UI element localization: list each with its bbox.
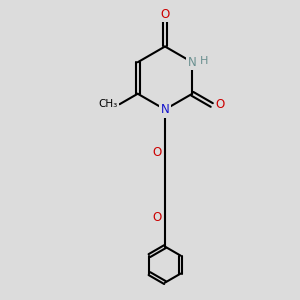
Text: O: O [215, 98, 225, 112]
Text: CH₃: CH₃ [98, 99, 118, 109]
Text: O: O [152, 146, 161, 159]
Text: H: H [200, 56, 208, 66]
Text: O: O [160, 8, 169, 21]
Text: N: N [160, 103, 169, 116]
Text: O: O [152, 211, 161, 224]
Text: N: N [188, 56, 197, 69]
